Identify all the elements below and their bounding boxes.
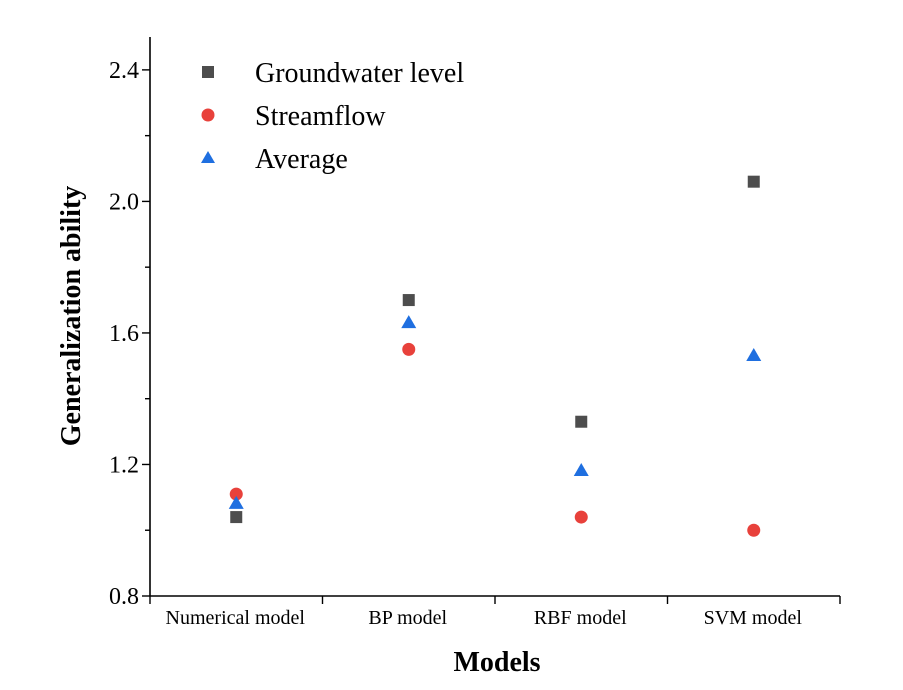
legend-marker-streamflow [201,108,215,122]
point-average-rbf-model [573,463,589,477]
y-tick-label: 2.0 [109,189,139,215]
y-tick-label: 1.6 [109,321,139,347]
point-streamflow-svm-model [747,523,761,537]
legend-label-groundwater-level: Groundwater level [255,58,464,89]
point-streamflow-numerical-model [229,487,243,501]
x-tick-label: BP model [368,607,447,629]
legend-marker-average [201,151,215,163]
y-tick-label: 0.8 [109,584,139,610]
x-tick-label: RBF model [534,607,627,629]
point-streamflow-bp-model [402,342,416,356]
legend: Groundwater level Streamflow Average [201,58,464,175]
point-groundwater-level-bp-model [402,294,415,307]
y-ticks: 0.8 1.2 1.6 2.0 2.4 [109,58,150,610]
point-average-svm-model [746,347,762,361]
y-tick-label: 1.2 [109,452,139,478]
point-average-numerical-model [228,495,244,509]
data-points [228,175,762,537]
point-groundwater-level-svm-model [747,175,760,188]
point-average-bp-model [401,315,417,329]
x-tick-label: Numerical model [166,607,306,629]
x-tick-label: SVM model [704,607,803,629]
legend-marker-groundwater-level [202,66,214,78]
legend-label-streamflow: Streamflow [255,101,386,132]
x-ticks: Numerical model BP model RBF model SVM mode… [149,596,841,629]
point-groundwater-level-rbf-model [575,415,588,428]
y-tick-label: 2.4 [109,58,139,84]
x-axis-title: Models [453,647,540,678]
y-axis-title: Generalization ability [56,186,87,447]
axes [149,37,840,597]
point-streamflow-rbf-model [574,510,588,524]
legend-label-average: Average [255,144,348,175]
point-groundwater-level-numerical-model [230,511,243,524]
